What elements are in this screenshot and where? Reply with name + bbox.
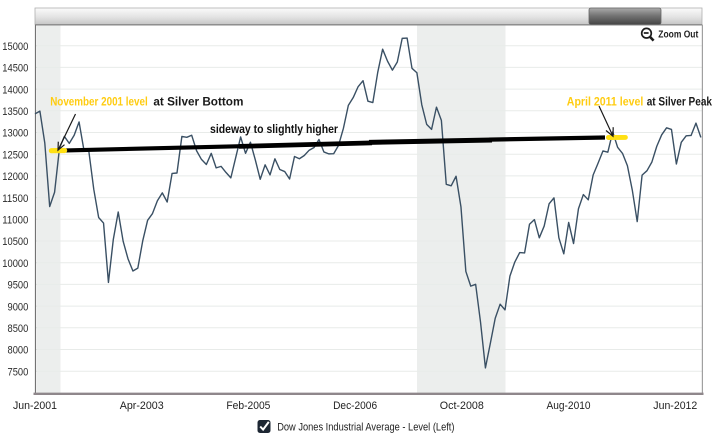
svg-text:13500: 13500 bbox=[2, 106, 28, 118]
svg-text:15000: 15000 bbox=[2, 41, 28, 53]
svg-text:12500: 12500 bbox=[2, 149, 28, 161]
svg-text:Jun-2012: Jun-2012 bbox=[653, 400, 697, 412]
svg-text:11000: 11000 bbox=[2, 215, 28, 227]
svg-text:Aug-2010: Aug-2010 bbox=[547, 400, 591, 412]
svg-text:10000: 10000 bbox=[2, 258, 28, 270]
svg-text:Dec-2006: Dec-2006 bbox=[333, 400, 377, 412]
svg-text:12000: 12000 bbox=[2, 171, 28, 183]
svg-text:at Silver Bottom: at Silver Bottom bbox=[153, 95, 243, 109]
svg-text:Apr-2003: Apr-2003 bbox=[120, 400, 164, 412]
svg-text:9000: 9000 bbox=[8, 301, 29, 313]
svg-text:11500: 11500 bbox=[2, 193, 28, 205]
svg-text:13000: 13000 bbox=[2, 128, 28, 140]
svg-text:April 2011 level: April 2011 level bbox=[567, 95, 644, 109]
svg-text:Zoom Out: Zoom Out bbox=[658, 29, 699, 40]
svg-text:November 2001 level: November 2001 level bbox=[50, 95, 148, 109]
svg-text:7500: 7500 bbox=[8, 366, 29, 378]
svg-text:14000: 14000 bbox=[2, 84, 28, 96]
svg-text:Oct-2008: Oct-2008 bbox=[440, 400, 484, 412]
svg-text:sideway to slightly higher: sideway to slightly higher bbox=[210, 122, 338, 136]
svg-text:Feb-2005: Feb-2005 bbox=[226, 400, 270, 412]
svg-text:8000: 8000 bbox=[8, 345, 29, 357]
svg-text:at Silver Peak: at Silver Peak bbox=[647, 95, 713, 109]
svg-text:8500: 8500 bbox=[8, 323, 29, 335]
svg-text:Jun-2001: Jun-2001 bbox=[13, 400, 57, 412]
svg-text:14500: 14500 bbox=[2, 63, 28, 75]
svg-text:Dow Jones Industrial Average -: Dow Jones Industrial Average - Level (Le… bbox=[277, 422, 454, 434]
svg-text:10500: 10500 bbox=[2, 236, 28, 248]
svg-text:9500: 9500 bbox=[8, 280, 29, 292]
